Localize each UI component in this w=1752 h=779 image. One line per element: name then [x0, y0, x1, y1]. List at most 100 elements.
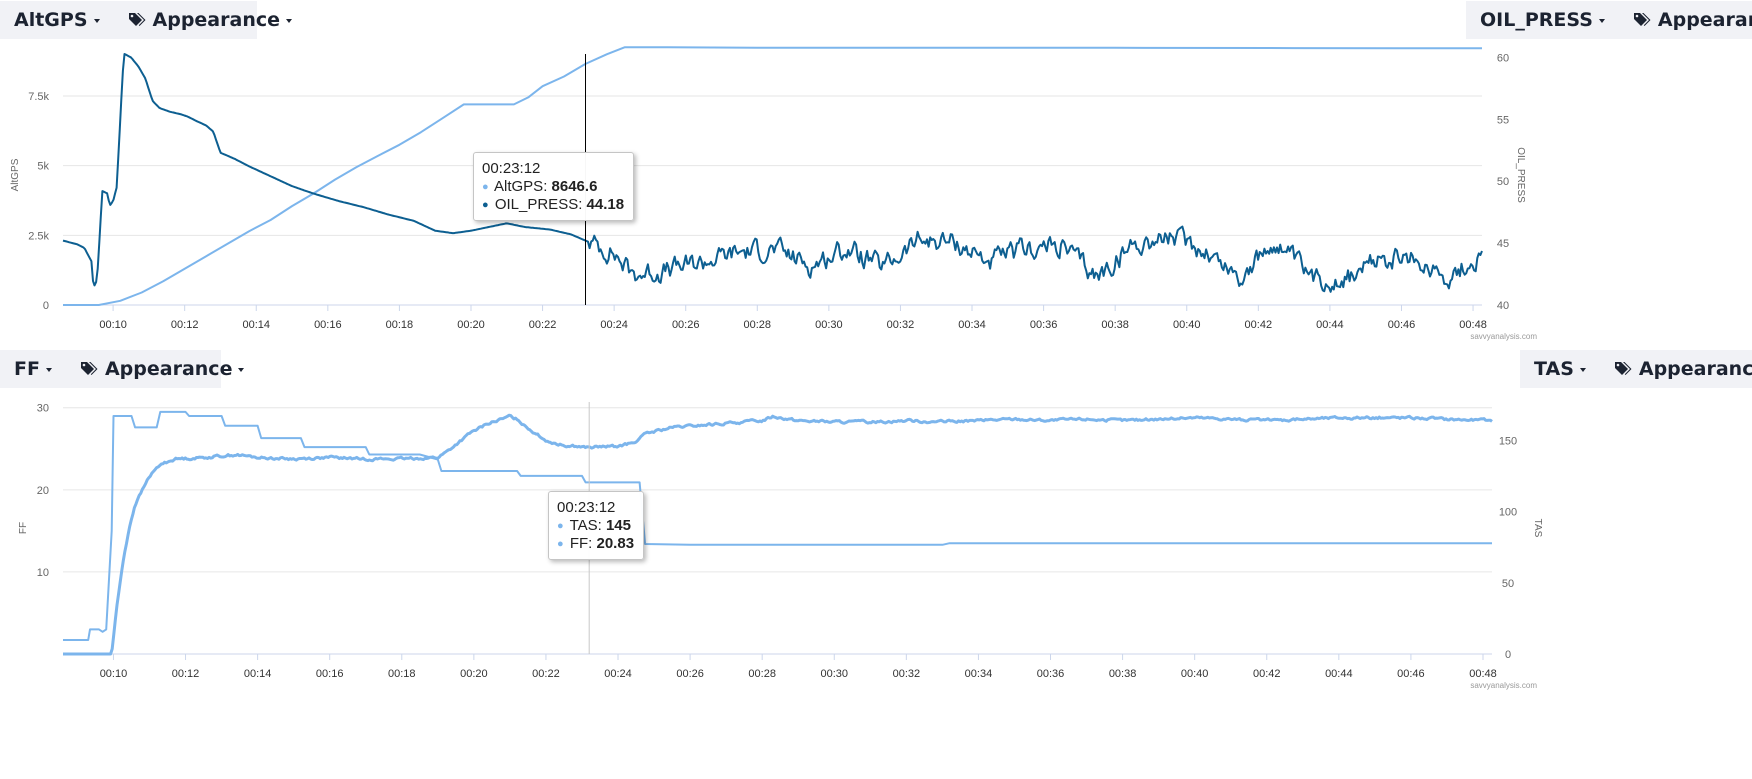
x-tick-label: 00:36	[1030, 319, 1058, 331]
tooltip-series-name: FF	[569, 535, 589, 552]
appearance-button[interactable]: Appearance	[66, 350, 258, 388]
series-line-altgps	[63, 46, 1483, 306]
y-right-tick-label: 50	[1502, 578, 1514, 590]
x-tick-label: 00:38	[1101, 319, 1129, 331]
appearance-button[interactable]: Appearance	[114, 1, 306, 39]
x-tick-label: 00:20	[460, 668, 488, 680]
x-tick-label: 00:44	[1316, 319, 1344, 331]
watermark-text: savvyanalysis.com	[1470, 681, 1537, 690]
x-tick-label: 00:26	[672, 319, 700, 331]
caret-down-icon	[45, 368, 52, 372]
y-right-tick-label: 50	[1497, 176, 1509, 188]
x-tick-label: 00:12	[172, 668, 200, 680]
chart1-left-selector: AltGPS Appearance	[0, 1, 292, 39]
x-tick-label: 00:10	[100, 668, 128, 680]
caret-down-icon	[238, 368, 245, 372]
y-left-tick-label: 10	[37, 567, 49, 579]
x-tick-label: 00:40	[1173, 319, 1201, 331]
y-left-tick-label: 30	[37, 403, 49, 415]
caret-down-icon	[286, 19, 292, 23]
tooltip-value: 8646.6	[551, 178, 598, 195]
x-tick-label: 00:20	[457, 319, 485, 331]
tooltip-series-name: OIL_PRESS	[494, 196, 579, 213]
series-dot-icon: ●	[557, 520, 564, 532]
appearance-label: Appearance	[1638, 358, 1752, 380]
y-right-tick-label: 0	[1505, 649, 1511, 661]
x-tick-label: 00:14	[242, 319, 270, 331]
series-line-oil-press	[62, 53, 1483, 293]
chart2-left-selector: FF Appearance	[0, 350, 245, 388]
x-tick-label: 00:22	[529, 319, 557, 331]
x-tick-label: 00:26	[676, 668, 704, 680]
caret-down-icon	[1579, 368, 1586, 372]
series-dot-icon: ●	[482, 199, 489, 211]
x-tick-label: 00:10	[99, 319, 127, 331]
tooltip-row: ● FF: 20.83	[557, 535, 635, 552]
y-right-tick-label: 150	[1499, 435, 1517, 447]
y-right-axis-title: OIL_PRESS	[1515, 147, 1526, 203]
x-tick-label: 00:24	[600, 319, 628, 331]
tags-icon	[1614, 361, 1632, 377]
tooltip-row: ● AltGPS: 8646.6	[482, 178, 598, 195]
tags-icon	[80, 361, 98, 377]
tooltip-series-name: AltGPS	[494, 178, 544, 195]
x-tick-label: 00:36	[1037, 668, 1065, 680]
series-line-tas	[63, 413, 1493, 656]
series-selector-label: TAS	[1534, 358, 1574, 380]
y-left-axis-title: FF	[18, 522, 29, 534]
x-tick-label: 00:40	[1181, 668, 1209, 680]
y-right-tick-label: 40	[1497, 300, 1509, 312]
y-right-tick-label: 55	[1497, 114, 1509, 126]
x-tick-label: 00:46	[1388, 319, 1416, 331]
x-tick-label: 00:34	[958, 319, 986, 331]
y-left-tick-label: 0	[43, 300, 49, 312]
chart1-right-selector: OIL_PRESS Appearance	[1466, 1, 1752, 39]
tooltip-value: 20.83	[596, 535, 635, 552]
series-selector-label: FF	[14, 358, 40, 380]
x-tick-label: 00:42	[1245, 319, 1273, 331]
tags-icon	[1633, 12, 1651, 28]
series-selector-label: AltGPS	[14, 9, 88, 31]
y-right-tick-label: 60	[1497, 52, 1509, 64]
series-line-ff	[63, 410, 1492, 641]
series-selector-label: OIL_PRESS	[1480, 9, 1593, 31]
x-tick-label: 00:30	[820, 668, 848, 680]
x-tick-label: 00:32	[887, 319, 915, 331]
x-tick-label: 00:12	[171, 319, 199, 331]
appearance-label: Appearance	[1657, 9, 1752, 31]
series-selector-tas[interactable]: TAS	[1520, 350, 1600, 388]
x-tick-label: 00:32	[893, 668, 921, 680]
y-left-tick-label: 7.5k	[28, 91, 49, 103]
series-selector-oil-press[interactable]: OIL_PRESS	[1466, 1, 1619, 39]
tooltip-time: 00:23:12	[557, 499, 616, 516]
x-tick-label: 00:48	[1469, 668, 1497, 680]
tooltip-row: ● OIL_PRESS: 44.18	[482, 196, 625, 213]
series-dot-icon: ●	[557, 538, 564, 550]
appearance-button[interactable]: Appearance	[1600, 350, 1752, 388]
y-right-tick-label: 100	[1499, 507, 1517, 519]
y-left-tick-label: 2.5k	[28, 230, 49, 242]
x-tick-label: 00:44	[1325, 668, 1353, 680]
tooltip-value: 44.18	[586, 196, 625, 213]
x-tick-label: 00:18	[388, 668, 416, 680]
x-tick-label: 00:30	[815, 319, 843, 331]
watermark-text: savvyanalysis.com	[1470, 332, 1537, 341]
tooltip-time: 00:23:12	[482, 160, 541, 177]
appearance-label: Appearance	[152, 9, 280, 31]
y-left-tick-label: 20	[37, 485, 49, 497]
x-tick-label: 00:16	[316, 668, 344, 680]
x-tick-label: 00:14	[244, 668, 272, 680]
x-tick-label: 00:24	[604, 668, 632, 680]
appearance-button[interactable]: Appearance	[1619, 1, 1752, 39]
y-right-tick-label: 45	[1497, 238, 1509, 250]
tooltip-series-name: TAS	[569, 517, 598, 534]
x-tick-label: 00:22	[532, 668, 560, 680]
series-selector-ff[interactable]: FF	[0, 350, 66, 388]
x-tick-label: 00:46	[1397, 668, 1425, 680]
series-selector-altgps[interactable]: AltGPS	[0, 1, 114, 39]
x-tick-label: 00:38	[1109, 668, 1137, 680]
chart2-right-selector: TAS Appearance	[1520, 350, 1752, 388]
y-left-tick-label: 5k	[37, 161, 49, 173]
appearance-label: Appearance	[104, 358, 233, 380]
